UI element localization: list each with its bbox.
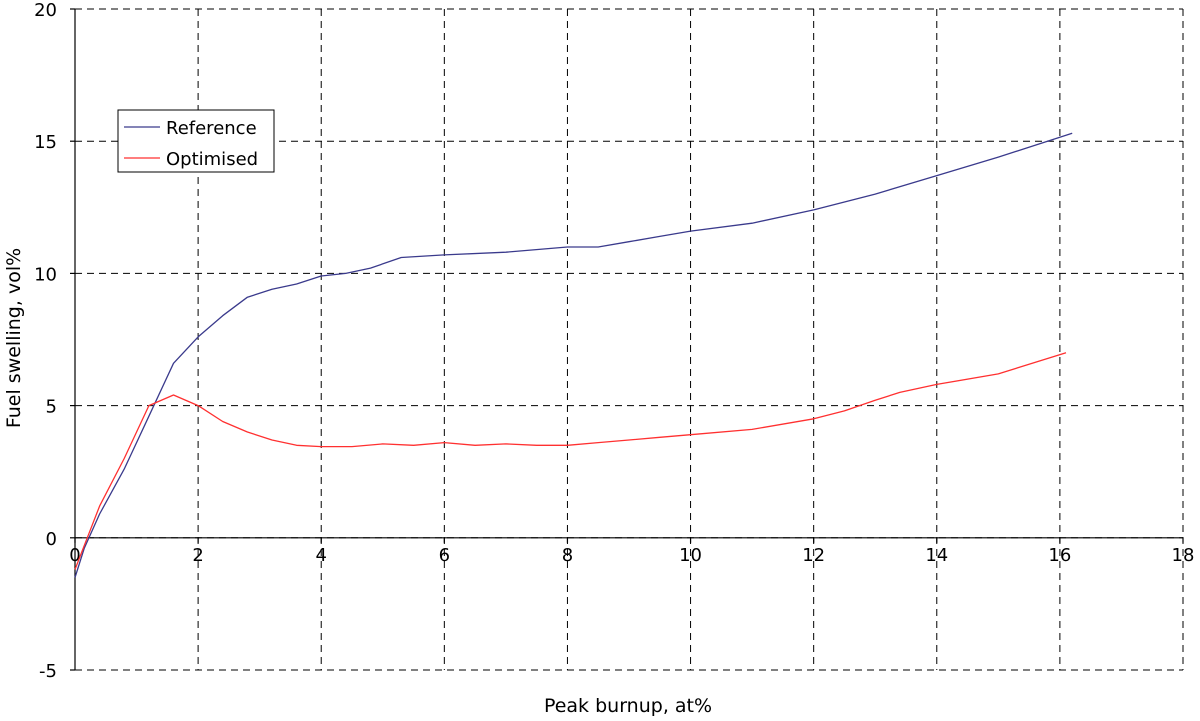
legend-label-optimised: Optimised — [166, 149, 258, 170]
y-tick-label: 20 — [34, 0, 57, 21]
series-line-reference — [74, 132, 1073, 578]
y-axis-label: Fuel swelling, vol% — [3, 248, 25, 428]
x-tick-label: 2 — [192, 545, 203, 566]
x-tick-label: 4 — [315, 545, 326, 566]
y-tick-label: 0 — [46, 529, 57, 550]
axes — [70, 8, 1184, 671]
x-tick-label: 8 — [562, 545, 573, 566]
x-tick-label: 0 — [69, 545, 80, 566]
x-tick-label: 6 — [439, 545, 450, 566]
legend-box — [117, 109, 275, 173]
y-tick-label: 15 — [34, 132, 57, 153]
x-tick-label: 10 — [679, 545, 702, 566]
series-lines — [74, 132, 1073, 578]
legend-label-reference: Reference — [166, 118, 257, 139]
y-tick-label: 5 — [46, 397, 57, 418]
x-tick-label: 14 — [925, 545, 948, 566]
y-tick-label: 10 — [34, 264, 57, 285]
series-line-optimised — [74, 352, 1067, 570]
legend: Reference Optimised — [117, 109, 275, 173]
x-tick-label: 12 — [802, 545, 825, 566]
tick-labels: 0 2 4 6 8 10 12 14 16 18 -5 0 5 10 15 20 — [34, 0, 1194, 682]
x-tick-label: 18 — [1172, 545, 1195, 566]
x-axis-label: Peak burnup, at% — [544, 695, 712, 717]
grid — [75, 9, 1183, 670]
y-tick-label: -5 — [39, 661, 57, 682]
x-tick-label: 16 — [1048, 545, 1071, 566]
